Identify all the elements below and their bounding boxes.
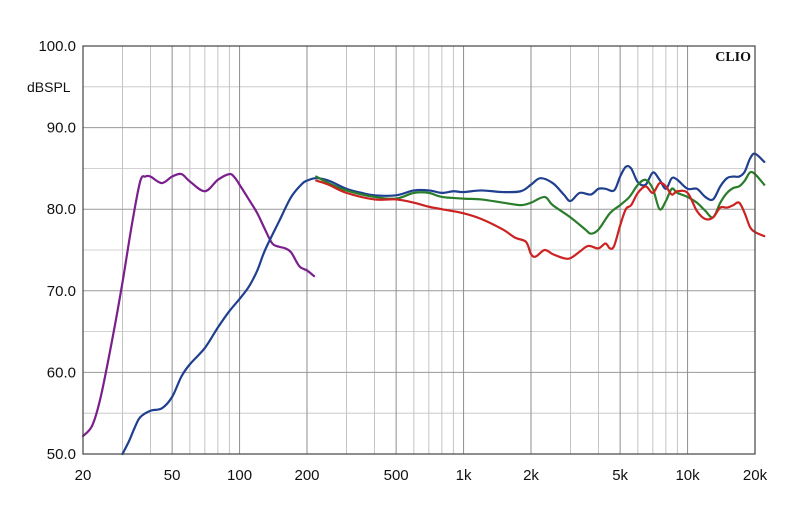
x-tick-label: 10k (675, 467, 700, 484)
series-purple-line (81, 172, 316, 438)
y-tick-labels: 100.0 90.0 80.0 70.0 60.0 50.0 (38, 38, 76, 463)
major-grid (82, 46, 756, 454)
x-tick-label: 500 (384, 467, 409, 484)
x-tick-labels: 20 50 100 200 500 1k 2k 5k 10k 20k (75, 467, 768, 484)
y-axis-label: dBSPL (27, 79, 71, 95)
x-tick-label: 100 (227, 467, 252, 484)
x-tick-label: 20 (75, 467, 92, 484)
series-blue-line (121, 152, 766, 456)
x-tick-label: 2k (523, 467, 539, 484)
y-tick-label: 50.0 (47, 446, 76, 463)
y-tick-label: 80.0 (47, 201, 76, 218)
x-tick-label: 1k (456, 467, 472, 484)
y-tick-label: 70.0 (47, 283, 76, 300)
minor-grid (83, 46, 755, 454)
series-red-line (315, 179, 766, 260)
y-tick-label: 60.0 (47, 364, 76, 381)
x-tick-label: 5k (612, 467, 628, 484)
y-tick-label: 90.0 (47, 120, 76, 137)
series-green-line (315, 170, 766, 235)
x-tick-label: 20k (743, 467, 768, 484)
y-tick-label: 100.0 (38, 38, 76, 55)
series-layer (81, 152, 766, 456)
x-tick-label: 50 (164, 467, 181, 484)
clio-brand-label: CLIO (715, 50, 751, 65)
x-tick-label: 200 (294, 467, 319, 484)
plot-frame (82, 45, 756, 455)
